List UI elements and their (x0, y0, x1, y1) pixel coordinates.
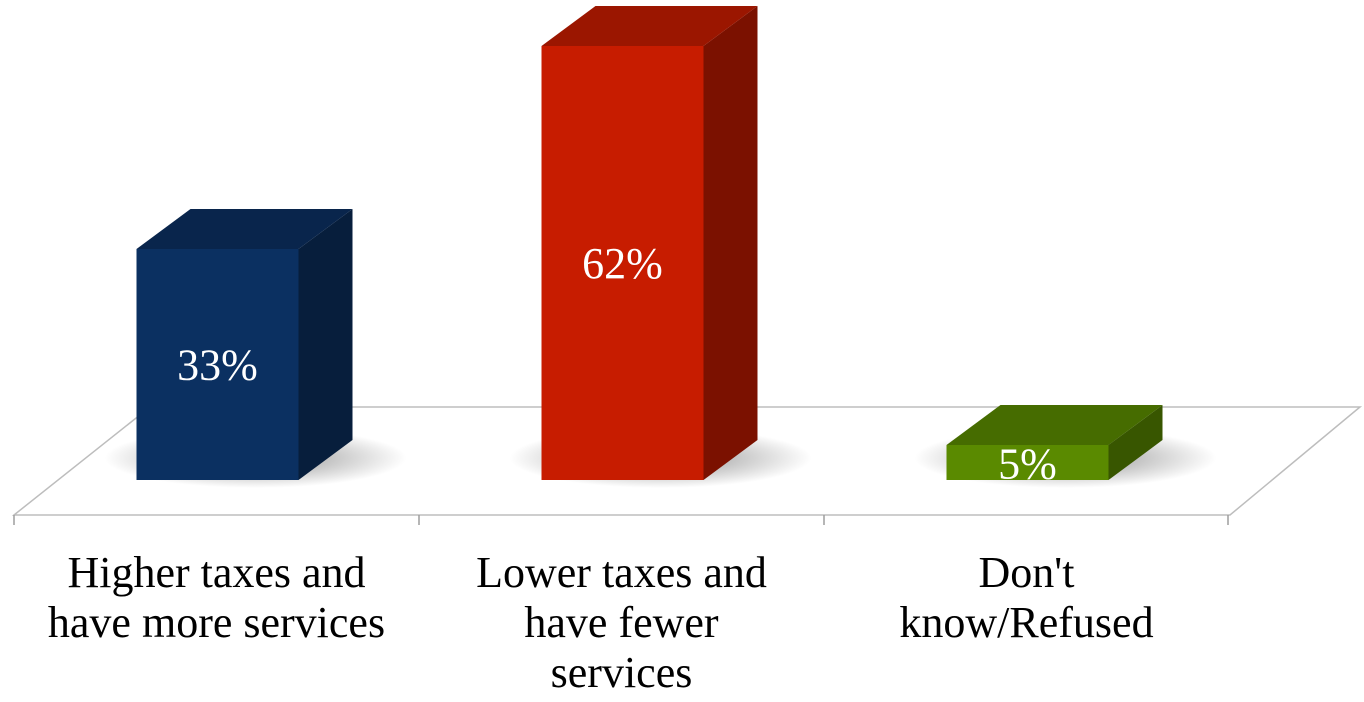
data-label: 5% (998, 440, 1057, 489)
bar-side-face (298, 209, 353, 480)
data-label: 62% (582, 239, 663, 288)
bar-top-face (541, 6, 758, 46)
x-tick-label: Don't know/Refused (837, 548, 1217, 648)
x-tick-label-line: have fewer (524, 598, 719, 647)
bar (541, 6, 758, 480)
bar-top-face (946, 405, 1163, 445)
x-tick-label-line: Lower taxes and (476, 548, 767, 597)
x-tick-label-line: services (550, 648, 693, 697)
bar-side-face (703, 6, 758, 480)
bar-front-face (541, 46, 704, 480)
bar (136, 209, 353, 480)
bar-front-face (946, 445, 1109, 480)
x-tick-label-line: know/Refused (899, 598, 1154, 647)
data-label: 33% (177, 341, 258, 390)
bar-front-face (136, 249, 299, 480)
x-tick-label-line: have more services (47, 598, 386, 647)
bar-side-face (1108, 405, 1163, 480)
bar-top-face (136, 209, 353, 249)
x-tick-label-line: Higher taxes and (67, 548, 366, 597)
x-tick-label-line: Don't (978, 548, 1075, 597)
x-tick-label: Higher taxes and have more services (27, 548, 407, 648)
bar (946, 405, 1163, 480)
x-tick-label: Lower taxes and have fewer services (432, 548, 812, 698)
